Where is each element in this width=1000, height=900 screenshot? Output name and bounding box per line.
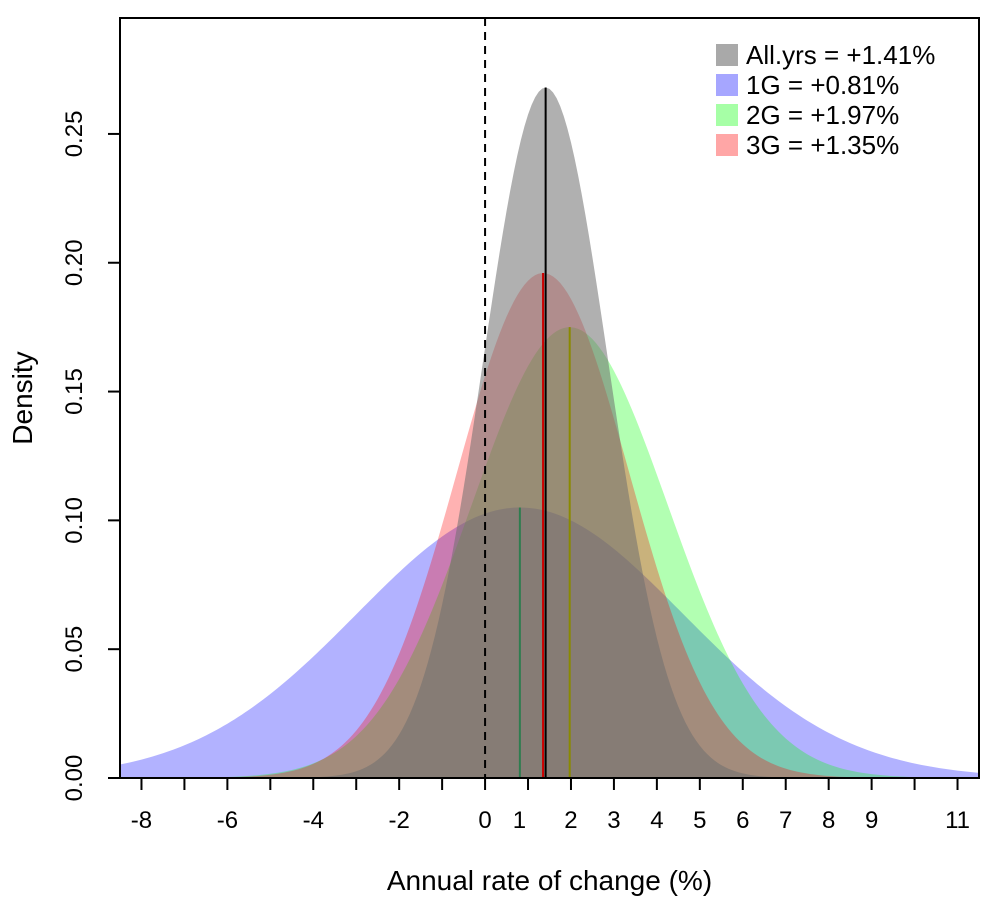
x-tick-label: 1	[513, 807, 526, 834]
y-tick-label: 0.05	[61, 626, 88, 673]
x-tick-label: -6	[217, 807, 238, 834]
x-axis-title: Annual rate of change (%)	[387, 865, 712, 896]
y-tick-label: 0.15	[61, 368, 88, 415]
y-tick-label: 0.20	[61, 239, 88, 286]
legend-label-3g: 3G = +1.35%	[746, 130, 899, 160]
x-tick-label: 3	[607, 807, 620, 834]
x-tick-label: 5	[693, 807, 706, 834]
legend-label-1g: 1G = +0.81%	[746, 70, 899, 100]
x-tick-label: 11	[945, 807, 970, 834]
x-tick-label: 0	[478, 807, 491, 834]
y-tick-label: 0.10	[61, 497, 88, 544]
legend-label-all-yrs: All.yrs = +1.41%	[746, 40, 935, 70]
legend-swatch-3g	[716, 134, 738, 156]
density-area-all-yrs	[120, 87, 979, 778]
x-tick-label: -2	[389, 807, 410, 834]
x-tick-label: 8	[822, 807, 835, 834]
mean-lines	[518, 87, 571, 778]
y-tick-label: 0.25	[61, 111, 88, 158]
x-tick-label: -8	[131, 807, 152, 834]
legend: All.yrs = +1.41%1G = +0.81%2G = +1.97%3G…	[716, 40, 935, 160]
x-axis: -8 -6 -4 -2 0 1 2 3 4 5 6 7 8 9 11	[131, 778, 970, 834]
plot-frame	[119, 17, 980, 779]
y-axis-title: Density	[7, 351, 38, 444]
legend-swatch-2g	[716, 104, 738, 126]
y-tick-label: 0.00	[61, 755, 88, 802]
legend-swatch-all-yrs	[716, 44, 738, 66]
x-tick-label: 6	[736, 807, 749, 834]
x-tick-label: 2	[564, 807, 577, 834]
y-axis: 0.00 0.05 0.10 0.15 0.20 0.25	[61, 111, 120, 802]
x-tick-label: 4	[650, 807, 663, 834]
legend-swatch-1g	[716, 74, 738, 96]
x-tick-label: -4	[303, 807, 324, 834]
x-tick-label: 7	[779, 807, 792, 834]
density-areas	[120, 87, 979, 778]
legend-label-2g: 2G = +1.97%	[746, 100, 899, 130]
x-tick-label: 9	[865, 807, 878, 834]
